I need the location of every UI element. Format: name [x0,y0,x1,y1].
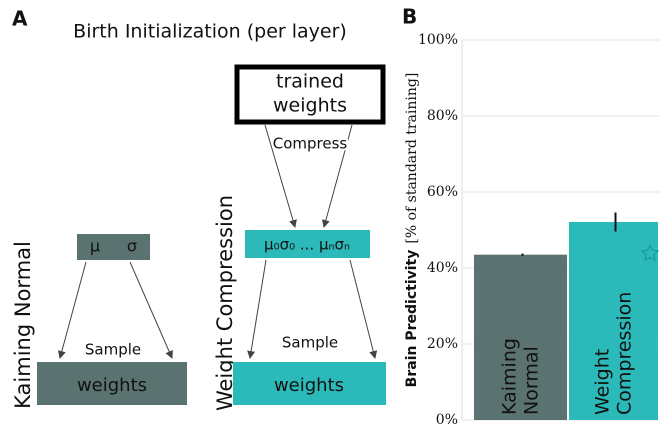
param-box [245,230,370,258]
weights-label: weights [274,375,344,396]
arrow [264,124,297,228]
y-axis-unit: [% of standard training] [404,73,420,244]
source-label: weights [273,95,347,117]
y-tick-label: 40% [427,260,458,276]
star-marker [640,243,660,262]
arrow [349,259,378,359]
param-box [77,234,150,260]
category-label: Kaiming Normal [498,332,542,415]
y-tick-label: 100% [418,32,458,48]
mu: μ [90,237,100,256]
sample-label: Sample [85,341,141,359]
source-box [234,64,386,125]
compress-label: Compress [273,135,348,153]
arrow [321,124,353,228]
arrow [247,259,267,359]
y-tick-label: 80% [427,108,458,124]
source-label: trained [276,71,344,93]
weights-box [233,362,386,405]
method-label: Kaiming Normal [11,241,35,409]
y-tick-label: 20% [427,336,458,352]
panel-label: A [12,7,28,31]
panel-label: B [402,5,417,29]
arrow [57,261,87,359]
y-axis-title: Brain Predictivity [404,250,420,388]
bar [569,222,658,420]
weights-box [37,362,187,405]
y-axis-label: Brain Predictivity [% of standard trainin… [404,73,420,388]
arrow [129,261,173,359]
params-label: μ₀σ₀ ... μₙσₙ [264,236,350,254]
weights-label: weights [77,375,147,396]
sample-label: Sample [282,334,338,352]
y-tick-label: 60% [427,184,458,200]
bar [474,254,567,420]
y-tick-label: 0% [436,412,458,428]
panel-b: B Brain Predictivity [% of standard train… [402,5,660,428]
sigma: σ [127,237,137,256]
category-label: Weight Compression [591,292,635,415]
diagram-title: Birth Initialization (per layer) [73,21,347,43]
panel-a: A Birth Initialization (per layer) Kaimi… [11,7,386,411]
